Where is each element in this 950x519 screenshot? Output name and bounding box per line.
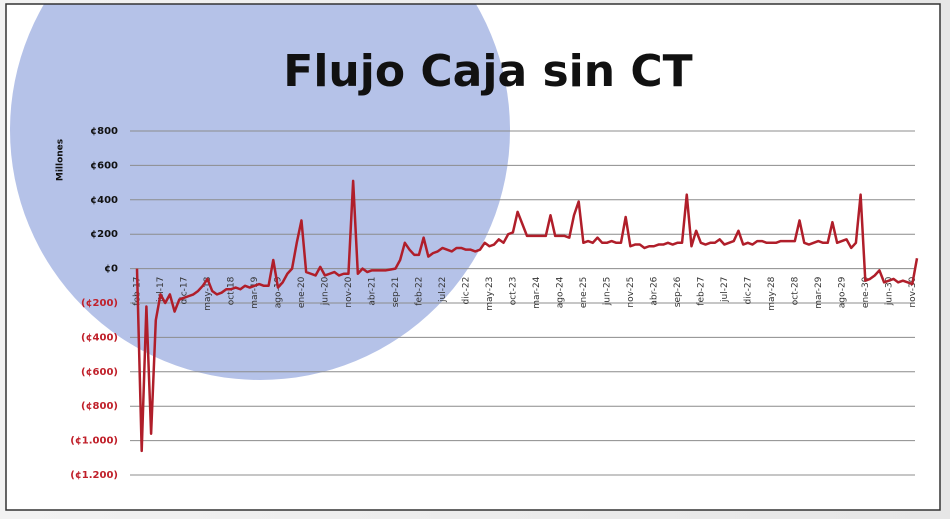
y-tick-label: (¢600) — [81, 367, 118, 378]
x-tick-label: sep-26 — [673, 276, 683, 307]
x-tick-label: ago-29 — [837, 276, 847, 308]
x-tick-label: oct-23 — [508, 277, 518, 306]
x-tick-label: dic-27 — [743, 277, 753, 305]
data-line — [135, 179, 919, 453]
x-tick-label: ago-19 — [273, 276, 283, 308]
y-tick-label: ¢0 — [104, 264, 118, 275]
x-tick-label: jun-25 — [602, 277, 612, 307]
x-tick-label: oct-18 — [226, 276, 236, 305]
x-tick-label: abr-26 — [649, 276, 659, 305]
x-tick-label: feb-22 — [414, 277, 424, 306]
x-tick-label: abr-21 — [367, 277, 377, 306]
x-tick-label: sep-21 — [391, 277, 401, 308]
y-tick-label: (¢1.000) — [70, 436, 118, 447]
x-tick-label: dic-22 — [461, 277, 471, 305]
x-tick-label: ene-25 — [579, 277, 589, 308]
x-tick-label: may-18 — [203, 276, 213, 310]
x-tick-label: nov-30 — [908, 276, 918, 307]
x-tick-label: mar-19 — [250, 276, 260, 308]
x-tick-label: ene-30 — [861, 276, 871, 308]
x-tick-label: may-23 — [485, 277, 495, 311]
y-tick-label: ¢800 — [90, 126, 118, 137]
x-tick-label: ene-20 — [297, 276, 307, 308]
x-tick-label: ago-24 — [555, 276, 565, 308]
y-tick-label: ¢400 — [90, 195, 118, 206]
x-tick-label: oct-28 — [790, 276, 800, 305]
x-tick-label: jun-30 — [884, 276, 894, 306]
x-tick-label: jul-22 — [438, 277, 448, 303]
y-tick-label: (¢200) — [81, 298, 118, 309]
x-tick-label: nov-25 — [626, 277, 636, 308]
x-tick-label: jul-17 — [156, 277, 166, 303]
x-tick-label: may-28 — [767, 276, 777, 310]
y-tick-label: (¢1.200) — [70, 470, 118, 481]
x-tick-label: dic-17 — [179, 277, 189, 305]
x-tick-label: mar-29 — [814, 276, 824, 308]
y-tick-label: (¢400) — [81, 332, 118, 343]
decor-circle — [10, 4, 510, 380]
frame — [5, 3, 941, 511]
x-tick-label: mar-24 — [532, 276, 542, 308]
y-axis-label: Millones — [56, 139, 66, 181]
chart-title: Flujo Caja sin CT — [283, 46, 692, 97]
y-tick-label: ¢200 — [90, 229, 118, 240]
x-tick-label: jun-20 — [320, 276, 330, 306]
y-tick-label: (¢800) — [81, 401, 118, 412]
y-tick-label: ¢600 — [90, 160, 118, 171]
x-tick-label: jul-27 — [720, 277, 730, 303]
x-tick-label: nov-20 — [344, 276, 354, 307]
x-tick-label: feb-27 — [696, 277, 706, 306]
